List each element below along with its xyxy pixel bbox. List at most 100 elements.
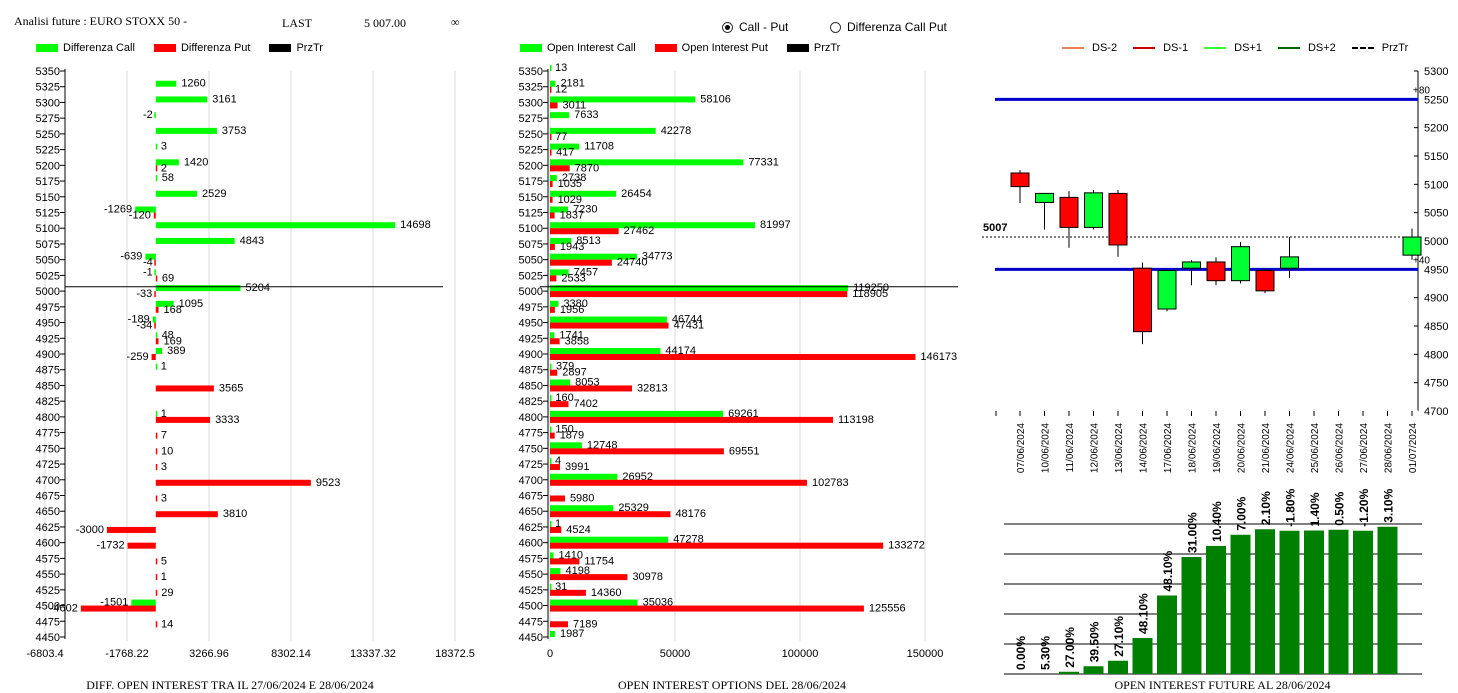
oi-bar — [1377, 526, 1398, 674]
legend-swatch-put — [153, 44, 176, 52]
call-bar — [550, 269, 569, 276]
bar-value-label: 34773 — [642, 251, 673, 263]
call-bar — [155, 237, 235, 244]
open-interest-options-chart: 0 50000 100000 150000 5350 5325 5300 5275 5250 52… — [519, 62, 958, 660]
bar-value-label: 47431 — [674, 320, 705, 332]
bar-value-label: 125556 — [869, 603, 906, 615]
call-bar — [550, 363, 552, 370]
call-bar — [155, 190, 197, 197]
bar-value-label: 1879 — [560, 430, 584, 442]
candle-body — [1206, 261, 1226, 282]
bar-value-label: 32813 — [637, 382, 668, 394]
x-tick-label: 10/06/2024 — [1041, 423, 1052, 473]
oi-bar — [1255, 529, 1275, 674]
bar-value-label: 2 — [161, 162, 167, 174]
y-tick-label: 5175 — [36, 176, 60, 188]
bar-value-label: 7457 — [574, 266, 598, 278]
put-bar — [550, 385, 633, 392]
bar-value-label: 168 — [164, 304, 182, 316]
y-tick-label: 5250 — [519, 129, 543, 141]
x-tick-label: 11/06/2024 — [1065, 423, 1076, 473]
put-bar — [550, 354, 916, 360]
y-tick-label: 4600 — [519, 538, 543, 550]
call-bar — [550, 332, 555, 339]
last-label: LAST — [282, 16, 312, 30]
y-tick-label: 4800 — [519, 412, 543, 424]
candle-body — [1255, 269, 1275, 292]
y-tick-label: 4750 — [36, 443, 60, 455]
put-bar — [153, 212, 156, 219]
put-bar — [155, 495, 158, 502]
oi-bar — [1328, 529, 1349, 674]
oi-bar — [1206, 546, 1226, 674]
bar-value-label: 58 — [162, 172, 174, 184]
y-tick-label: 4775 — [519, 428, 543, 440]
y-tick-label: 4550 — [36, 569, 60, 581]
legend-label: PrzTr — [1381, 42, 1409, 54]
y-tick-label: 4725 — [36, 459, 60, 471]
bar-value-label: 1943 — [560, 241, 584, 253]
y-tick-label: 4750 — [519, 443, 543, 455]
x-tick-label: 27/06/2024 — [1359, 423, 1370, 473]
bar-value-label: -2 — [143, 109, 153, 121]
put-bar — [550, 511, 671, 518]
bar-value-label: 3565 — [219, 382, 243, 394]
x-tick-label: 13337.32 — [350, 648, 396, 660]
bar-value-label: 7.00% — [1235, 496, 1249, 530]
oi-bar — [1059, 671, 1079, 674]
y-tick-label: 5300 — [1424, 66, 1448, 78]
bar-value-label: 81997 — [760, 219, 791, 231]
y-tick-label: 5025 — [519, 270, 543, 282]
put-bar — [154, 322, 156, 329]
y-tick-label: 4825 — [36, 396, 60, 408]
bar-value-label: 1 — [161, 408, 167, 420]
call-bar — [550, 410, 724, 417]
y-tick-label: 4975 — [519, 302, 543, 314]
radio-differenza-label: Differenza Call Put — [847, 20, 947, 34]
x-tick-label: 14/06/2024 — [1139, 423, 1150, 473]
put-bar — [550, 181, 553, 188]
put-bar — [550, 542, 884, 549]
call-bar — [550, 285, 849, 292]
y-tick-label: 4725 — [519, 459, 543, 471]
bar-value-label: 3.10% — [1382, 488, 1396, 522]
put-bar — [550, 86, 552, 93]
x-tick-label: 21/06/2024 — [1261, 423, 1272, 473]
level-label: +80 — [1413, 85, 1430, 96]
x-tick-label: 07/06/2024 — [1016, 423, 1027, 473]
bar-value-label: 2529 — [202, 188, 226, 200]
bar-value-label: 48.10% — [1137, 593, 1151, 634]
radio-call-put[interactable]: Call - Put — [722, 20, 788, 34]
bar-value-label: -34 — [136, 320, 152, 332]
call-bar — [550, 395, 552, 402]
bar-value-label: 118905 — [852, 288, 888, 300]
y-tick-label: 5050 — [36, 255, 60, 267]
y-tick-label: 5100 — [519, 223, 543, 235]
y-tick-label: 4525 — [36, 585, 60, 597]
x-tick-label: 3266.96 — [189, 648, 229, 660]
y-tick-label: 5225 — [519, 145, 543, 157]
bar-value-label: 31.00% — [1186, 512, 1200, 553]
y-tick-label: 4550 — [519, 569, 543, 581]
call-bar — [550, 222, 755, 229]
put-bar — [155, 306, 159, 313]
y-tick-label: 4800 — [36, 412, 60, 424]
legend-label: DS+2 — [1307, 42, 1336, 54]
call-bar — [131, 599, 156, 606]
bar-value-label: 119250 — [853, 282, 889, 294]
x-tick-label: 100000 — [782, 648, 819, 660]
bar-value-label: 14 — [161, 618, 173, 630]
x-tick-label: 01/07/2024 — [1408, 423, 1419, 473]
radio-differenza-call-put[interactable]: Differenza Call Put — [830, 20, 947, 34]
put-bar — [550, 558, 580, 565]
bar-value-label: 1837 — [560, 210, 584, 222]
call-bar — [550, 442, 582, 449]
y-tick-label: 4850 — [519, 380, 543, 392]
legend-label: DS-2 — [1092, 42, 1118, 54]
put-bar — [550, 133, 552, 140]
bar-value-label: 146173 — [920, 351, 957, 363]
call-bar — [550, 505, 614, 512]
put-bar — [151, 354, 156, 360]
put-bar — [550, 275, 557, 282]
y-tick-label: 5075 — [36, 239, 60, 251]
